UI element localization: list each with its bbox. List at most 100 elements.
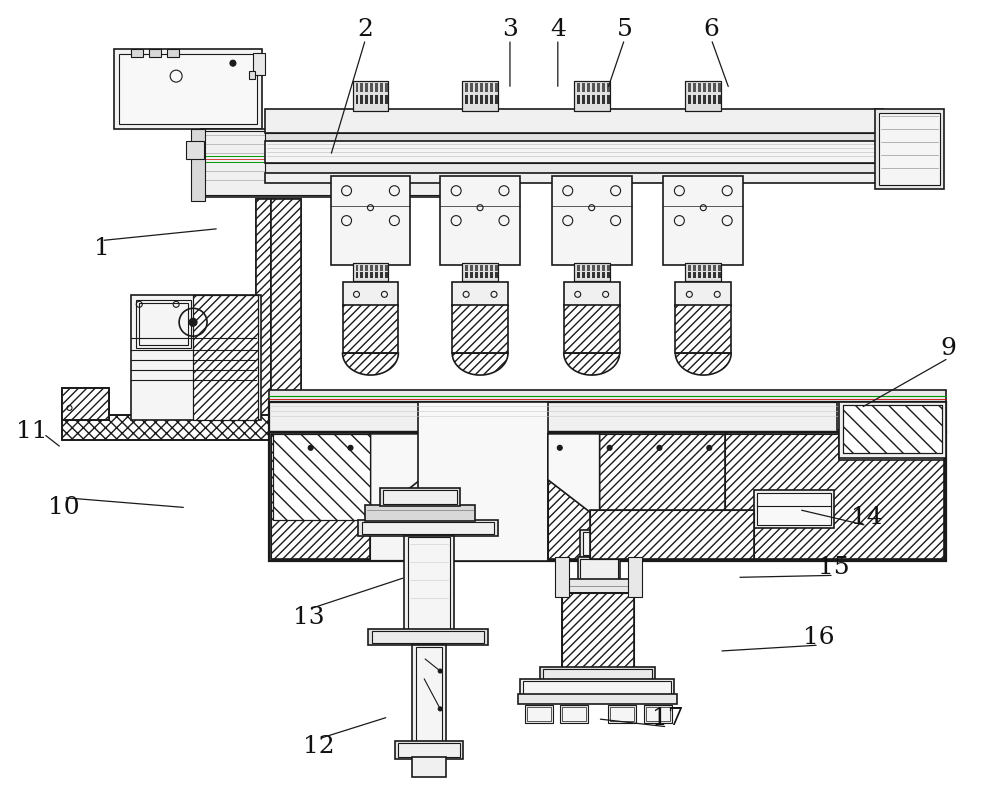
Bar [358,520,498,536]
Bar [385,95,388,104]
Bar [703,83,706,92]
Bar [398,743,460,757]
Bar [470,273,473,278]
Bar [574,263,610,281]
Bar [485,83,488,92]
Text: 5: 5 [617,18,632,41]
Bar [356,265,358,272]
Bar [380,265,383,272]
Bar [592,83,595,92]
Text: 14: 14 [851,506,883,529]
Bar [475,95,478,104]
Circle shape [607,446,612,450]
Bar [688,83,691,92]
Bar [520,679,674,697]
Bar [265,133,883,141]
Polygon shape [564,353,620,375]
Text: 10: 10 [48,496,79,519]
Bar [85,392,103,417]
Bar [587,273,590,278]
Bar [592,273,595,278]
Circle shape [557,446,562,450]
Bar [370,95,373,104]
Bar [577,83,580,92]
Polygon shape [343,353,398,375]
Bar [462,263,498,281]
Bar [331,175,410,265]
Bar [385,273,388,278]
Bar [587,83,590,92]
Bar [875,109,944,189]
Bar [590,510,754,559]
Bar [688,95,691,104]
Bar [470,95,473,104]
Bar [462,81,498,111]
Bar [843,405,942,453]
Bar [375,265,378,272]
Bar [685,263,721,281]
Bar [837,402,946,430]
Bar [365,273,368,278]
Bar [708,273,711,278]
Bar [597,265,600,272]
Bar [555,558,569,597]
Bar [343,305,398,353]
Bar [485,273,488,278]
Bar [265,141,883,163]
Bar [440,175,520,265]
Bar [368,629,488,645]
Bar [395,741,463,758]
Bar [703,95,706,104]
Bar [66,392,83,417]
Bar [548,434,727,559]
Bar [597,83,600,92]
Bar [552,175,632,265]
Bar [119,55,257,124]
Bar [370,273,373,278]
Bar [139,303,188,345]
Bar [271,199,301,418]
Bar [271,434,370,559]
Bar [62,388,109,420]
Bar [343,282,398,307]
Bar [685,81,721,111]
Polygon shape [548,434,600,520]
Bar [249,71,255,79]
Bar [265,163,883,173]
Text: 11: 11 [16,420,47,443]
Circle shape [438,669,442,673]
Bar [839,404,944,428]
Bar [253,53,265,75]
Bar [416,647,442,743]
Polygon shape [273,434,370,520]
Polygon shape [370,434,420,520]
Text: 15: 15 [818,556,850,579]
Bar [703,273,706,278]
Bar [610,707,634,720]
Bar [582,95,585,104]
Bar [577,273,580,278]
Bar [256,199,271,418]
Bar [480,95,483,104]
Bar [490,265,493,272]
Bar [523,681,671,695]
Bar [577,265,580,272]
Bar [693,273,696,278]
Bar [462,81,498,111]
Bar [149,49,161,57]
Bar [404,536,454,635]
Bar [713,83,716,92]
Bar [370,265,373,272]
Bar [582,83,585,92]
Text: 3: 3 [502,18,518,41]
Bar [578,558,620,587]
Bar [480,83,483,92]
Bar [548,434,727,559]
Bar [574,81,610,111]
Bar [592,95,595,104]
Bar [698,265,701,272]
Bar [718,265,721,272]
Bar [362,521,494,533]
Bar [597,273,600,278]
Bar [540,667,655,681]
